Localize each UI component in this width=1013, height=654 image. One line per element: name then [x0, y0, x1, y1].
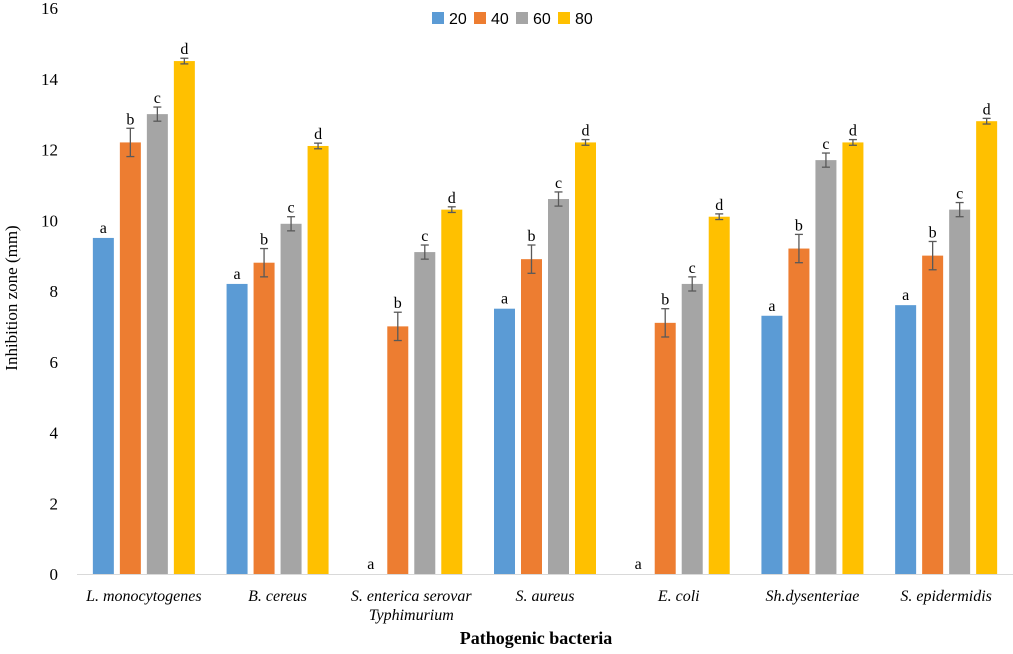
- bar-40: [253, 262, 275, 574]
- y-axis: 0 2 4 6 8 10 12 14 16: [41, 0, 59, 584]
- x-tick-label-line: B. cereus: [248, 588, 307, 605]
- significance-letter: c: [956, 186, 963, 203]
- significance-letter: b: [929, 224, 937, 241]
- legend-label-80: 80: [575, 11, 593, 28]
- significance-letter: b: [260, 232, 268, 249]
- bar-40: [387, 326, 409, 574]
- bar-20: [761, 315, 783, 574]
- bars: a b c d a b c d a b c d a b c d a b c d a b c d a b c d: [92, 41, 998, 575]
- significance-letter: d: [180, 41, 188, 58]
- x-tick-label: S. aureus: [516, 588, 575, 605]
- y-tick-label: 16: [41, 0, 58, 18]
- bar-60: [815, 160, 837, 575]
- legend-swatch-80: [558, 12, 570, 24]
- significance-letter: a: [367, 556, 374, 573]
- bar-60: [280, 223, 302, 574]
- y-tick-label: 0: [50, 565, 59, 584]
- x-axis-label: Pathogenic bacteria: [460, 628, 612, 648]
- x-tick-label: B. cereus: [248, 588, 307, 605]
- bar-80: [575, 142, 596, 575]
- legend-label-40: 40: [491, 11, 509, 28]
- x-axis: L. monocytogenes B. cereus S. enterica ser…: [77, 574, 1013, 624]
- bar-20: [895, 305, 917, 574]
- significance-letter: b: [795, 217, 803, 234]
- bar-80: [307, 145, 329, 574]
- significance-letter: a: [768, 298, 775, 315]
- significance-letter: b: [126, 111, 134, 128]
- significance-letter: c: [421, 228, 428, 245]
- x-tick-label-line: Typhimurium: [369, 607, 454, 624]
- y-tick-label: 14: [41, 70, 59, 89]
- legend: 20 40 60 80: [432, 11, 593, 28]
- bar-40: [119, 142, 141, 575]
- bar-60: [146, 114, 168, 574]
- bar-60: [949, 209, 971, 574]
- significance-letter: d: [715, 197, 723, 214]
- legend-swatch-60: [516, 12, 528, 24]
- x-tick-label-line: S. epidermidis: [900, 588, 992, 605]
- significance-letter: a: [100, 220, 107, 237]
- bar-60: [681, 283, 703, 574]
- legend-swatch-40: [474, 12, 486, 24]
- significance-letter: c: [822, 136, 829, 153]
- legend-label-20: 20: [449, 11, 467, 28]
- significance-letter: a: [234, 266, 241, 283]
- legend-swatch-20: [432, 12, 444, 24]
- bar-20: [494, 308, 515, 574]
- bar-40: [654, 322, 676, 574]
- x-tick-label-line: E. coli: [657, 588, 700, 605]
- significance-letter: d: [314, 126, 322, 143]
- x-tick-label: E. coli: [657, 588, 700, 605]
- significance-letter: d: [849, 123, 857, 140]
- bar-40: [922, 255, 944, 574]
- significance-letter: c: [689, 260, 696, 277]
- x-tick-label: S. epidermidis: [900, 588, 992, 605]
- x-tick-label-line: L. monocytogenes: [85, 588, 202, 605]
- significance-letter: c: [154, 90, 161, 107]
- significance-letter: b: [528, 228, 536, 245]
- bar-60: [548, 199, 569, 574]
- x-tick-label-line: S. aureus: [516, 588, 575, 605]
- y-tick-label: 2: [50, 494, 59, 513]
- bar-80: [173, 61, 195, 574]
- significance-letter: a: [902, 287, 909, 304]
- significance-letter: b: [394, 295, 402, 312]
- bar-60: [414, 252, 436, 574]
- y-tick-label: 12: [41, 141, 58, 160]
- significance-letter: d: [983, 101, 991, 118]
- significance-letter: c: [555, 175, 562, 192]
- significance-letter: d: [448, 190, 456, 207]
- legend-label-60: 60: [533, 11, 551, 28]
- significance-letter: a: [501, 291, 508, 308]
- bar-40: [788, 248, 810, 575]
- bar-80: [441, 209, 463, 574]
- bar-80: [708, 216, 730, 574]
- x-tick-label: L. monocytogenes: [85, 588, 202, 605]
- bar-40: [521, 259, 542, 574]
- y-tick-label: 4: [50, 424, 59, 443]
- bar-20: [226, 283, 248, 574]
- bar-20: [92, 237, 114, 574]
- x-tick-label-line: Sh.dysenteriae: [766, 588, 860, 605]
- y-tick-label: 8: [50, 282, 59, 301]
- x-tick-label: S. enterica serovar Typhimurium: [351, 588, 472, 624]
- x-tick-label: Sh.dysenteriae: [766, 588, 860, 605]
- y-tick-label: 6: [50, 353, 59, 372]
- significance-letter: c: [288, 200, 295, 217]
- y-tick-label: 10: [41, 211, 58, 230]
- significance-letter: d: [582, 123, 590, 140]
- x-tick-label-line: S. enterica serovar: [351, 588, 472, 605]
- bar-80: [976, 121, 998, 574]
- significance-letter: a: [635, 556, 642, 573]
- bar-80: [842, 142, 864, 575]
- y-axis-label: Inhibition zone (mm): [2, 225, 21, 370]
- significance-letter: b: [661, 292, 669, 309]
